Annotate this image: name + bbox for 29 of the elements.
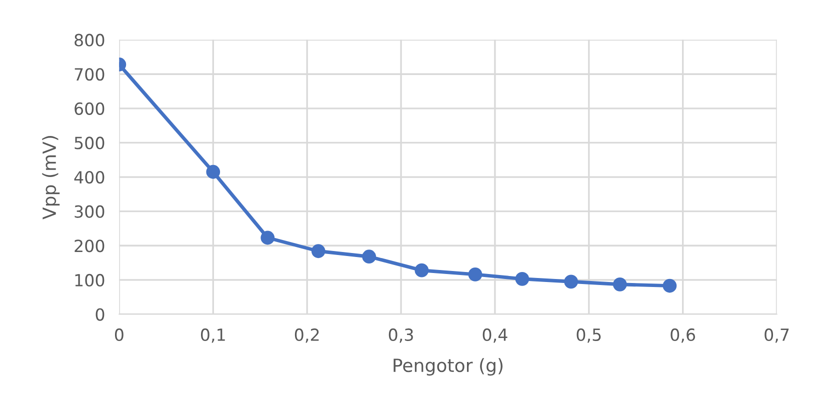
x-tick-label: 0	[114, 328, 124, 342]
x-tick-label: 0,5	[576, 328, 601, 343]
x-tick-label: 0,2	[294, 328, 319, 343]
y-tick-label: 0	[96, 308, 104, 321]
y-tick-label: 800	[74, 34, 104, 46]
x-axis-title: Pengotor (g)	[394, 358, 503, 376]
point	[564, 274, 578, 289]
y-tick-label: 100	[75, 274, 104, 287]
point	[468, 268, 482, 282]
y-tick-label: 400	[74, 170, 104, 184]
point	[362, 250, 376, 264]
y-tick-label: 700	[74, 68, 104, 81]
y-tick-label: 600	[74, 102, 104, 115]
point	[206, 164, 220, 179]
point	[260, 230, 275, 245]
y-axis-title: Vpp (mV)	[42, 136, 60, 220]
y-tick-label: 500	[74, 136, 104, 150]
y-tick-label: 200	[74, 240, 104, 252]
point	[515, 272, 530, 286]
x-tick-label: 0,6	[670, 328, 696, 343]
point	[612, 277, 627, 292]
x-tick-label: 0,1	[200, 328, 225, 343]
x-tick-label: 0,7	[764, 328, 789, 343]
point	[414, 263, 429, 278]
point	[311, 244, 326, 258]
point	[662, 278, 677, 293]
y-tick-label: 300	[74, 205, 104, 218]
x-tick-label: 0,4	[482, 328, 508, 343]
x-tick-label: 0,3	[388, 328, 413, 343]
